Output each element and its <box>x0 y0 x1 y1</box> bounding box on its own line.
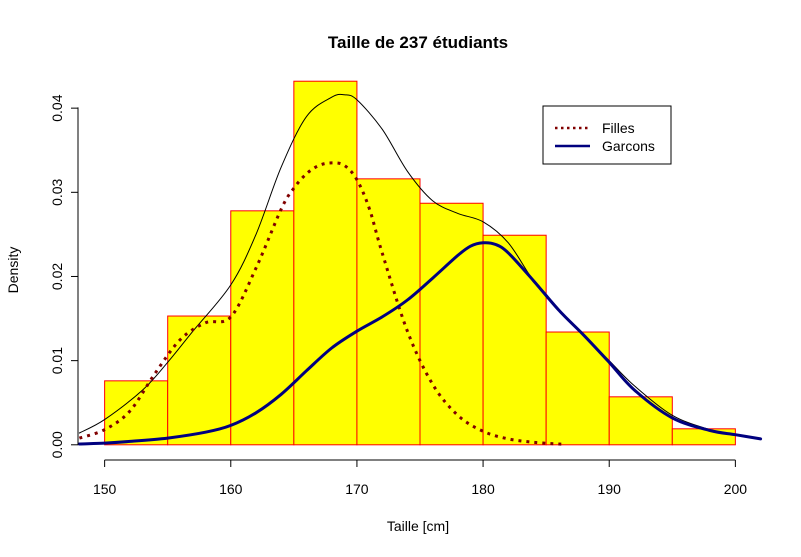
histogram-bar <box>293 80 358 446</box>
legend-label-filles: Filles <box>602 120 635 136</box>
y-tick-label: 0.02 <box>49 263 65 290</box>
x-tick-label: 150 <box>93 481 117 497</box>
x-tick-label: 160 <box>219 481 243 497</box>
histogram-bar <box>419 202 484 446</box>
density-curves <box>77 93 763 446</box>
histogram-bar <box>671 428 736 446</box>
x-axis-label: Taille [cm] <box>387 518 449 534</box>
histogram-bar <box>104 380 169 446</box>
histogram-bar <box>167 315 232 446</box>
histogram-bar <box>482 234 547 446</box>
x-tick-label: 180 <box>471 481 495 497</box>
x-axis-ticks: 150 160 170 180 190 200 <box>93 460 747 497</box>
histogram-bar <box>230 210 295 446</box>
y-tick-label: 0.03 <box>49 178 65 205</box>
chart-title: Taille de 237 étudiants <box>328 33 508 52</box>
y-axis-label: Density <box>5 247 21 294</box>
y-tick-label: 0.04 <box>49 94 65 121</box>
legend-box <box>542 105 672 165</box>
x-tick-label: 170 <box>345 481 369 497</box>
density-curve-garcons <box>77 241 763 446</box>
histogram-bar <box>608 396 673 446</box>
histogram-bar <box>545 331 610 446</box>
x-tick-label: 200 <box>724 481 748 497</box>
y-tick-label: 0.01 <box>49 347 65 374</box>
y-tick-label: 0.00 <box>49 431 65 458</box>
legend: Filles Garcons <box>542 105 672 165</box>
x-tick-label: 190 <box>598 481 622 497</box>
density-curve-total <box>78 93 762 440</box>
legend-label-garcons: Garcons <box>602 138 655 154</box>
y-axis-ticks: 0.00 0.01 0.02 0.03 0.04 <box>49 94 78 458</box>
density-curve-filles <box>78 161 566 446</box>
